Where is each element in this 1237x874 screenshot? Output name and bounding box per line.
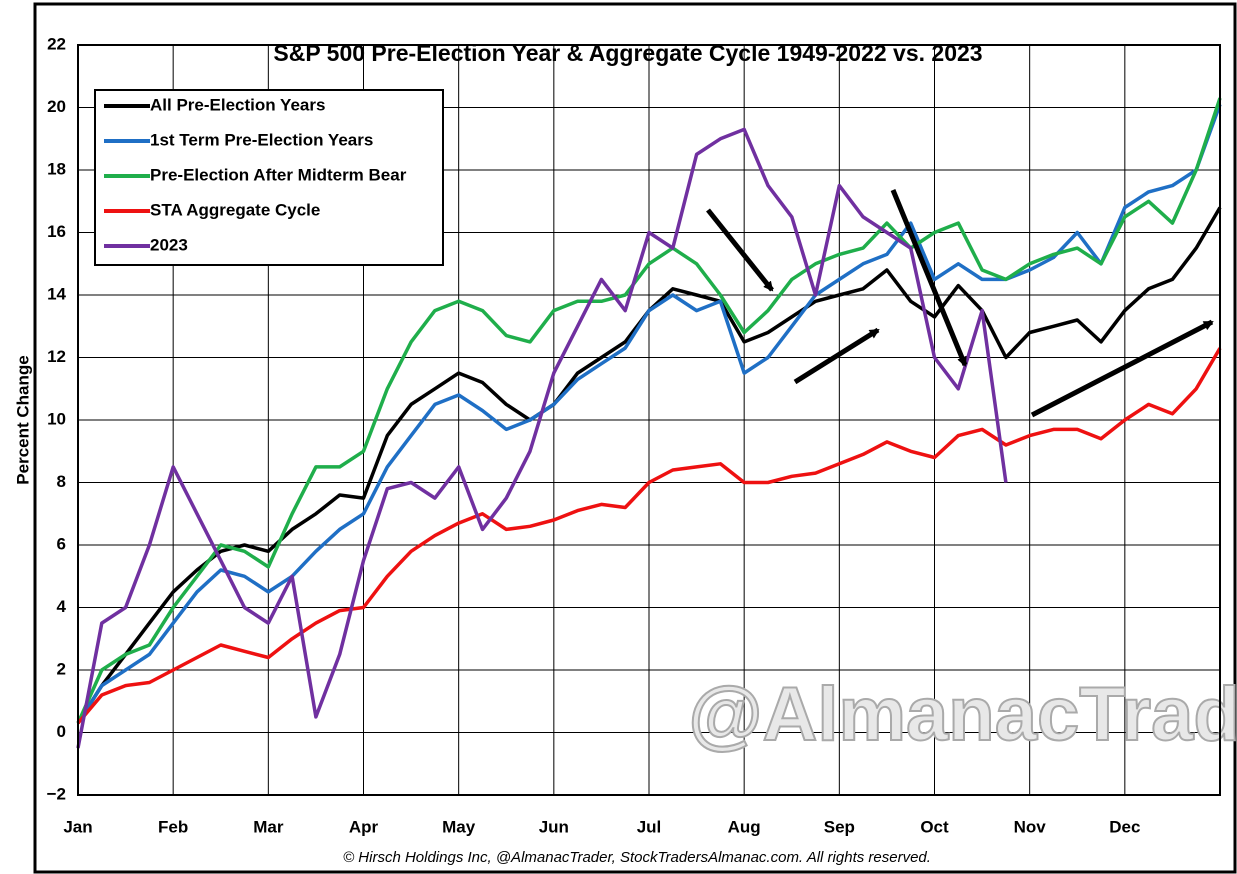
arrow <box>706 208 774 292</box>
y-tick-label: −2 <box>47 784 66 803</box>
arrows <box>706 189 1214 418</box>
x-tick-label: May <box>442 817 476 836</box>
footer: © Hirsch Holdings Inc, @AlmanacTrader, S… <box>343 849 931 866</box>
series-line <box>76 97 1222 724</box>
y-tick-label: 12 <box>47 347 66 366</box>
x-tick-label: Feb <box>158 817 188 836</box>
series-line <box>76 347 1222 725</box>
y-tick-label: 18 <box>47 159 66 178</box>
y-tick-label: 4 <box>57 597 67 616</box>
legend-box <box>94 89 444 266</box>
series-line <box>76 103 1222 725</box>
plot-border <box>77 44 1221 796</box>
x-tick-label: Mar <box>253 817 284 836</box>
legend-label: Pre-Election After Midterm Bear <box>150 165 407 184</box>
y-tick-label: 6 <box>57 534 66 553</box>
legend-label: 2023 <box>150 235 188 254</box>
legend-label: STA Aggregate Cycle <box>150 200 320 219</box>
arrow <box>793 327 880 385</box>
arrow <box>890 189 968 367</box>
legend-label: All Pre-Election Years <box>150 95 325 114</box>
lines <box>76 97 1222 749</box>
y-tick-label: 10 <box>47 409 66 428</box>
y-tick-label: 20 <box>47 97 66 116</box>
x-tick-label: Oct <box>920 817 949 836</box>
y-tick-label: 22 <box>47 34 66 53</box>
x-tick-label: Nov <box>1014 817 1047 836</box>
x-tick-label: Aug <box>728 817 761 836</box>
legend: All Pre-Election Years 1st Term Pre-Elect… <box>94 89 444 266</box>
x-tick-label: Jun <box>539 817 569 836</box>
chart-title: S&P 500 Pre-Election Year & Aggregate Cy… <box>273 40 982 66</box>
x-tick-label: Jul <box>637 817 662 836</box>
legend-label: 1st Term Pre-Election Years <box>150 130 373 149</box>
x-tick-label: Apr <box>349 817 379 836</box>
y-tick-label: 8 <box>57 472 66 491</box>
arrow <box>1030 319 1214 418</box>
watermark: @AlmanacTrader <box>688 672 1237 757</box>
x-tick-label: Jan <box>63 817 92 836</box>
y-tick-label: 16 <box>47 222 66 241</box>
y-tick-label: 2 <box>57 659 66 678</box>
x-tick-label: Sep <box>824 817 855 836</box>
series-line <box>76 127 1008 749</box>
y-tick-label: 14 <box>47 284 66 303</box>
y-tick-label: 0 <box>57 722 66 741</box>
y-axis-label: Percent Change <box>13 355 32 484</box>
x-tick-label: Dec <box>1109 817 1140 836</box>
